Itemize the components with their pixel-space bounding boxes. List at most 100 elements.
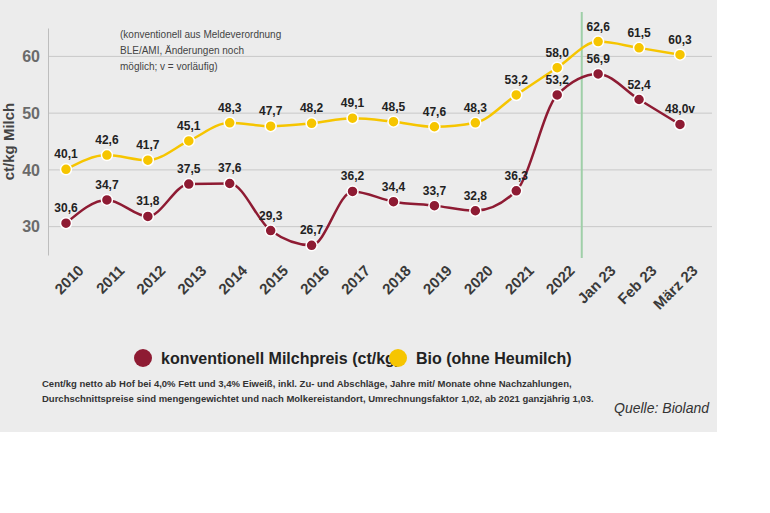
x-tick: 2015 <box>256 262 292 298</box>
data-label: 30,6 <box>54 201 78 215</box>
data-label: 48,3 <box>464 101 488 115</box>
grid-line <box>48 226 712 227</box>
data-label: 56,9 <box>586 52 610 66</box>
marker <box>183 179 194 190</box>
marker <box>470 205 481 216</box>
data-label: 36,2 <box>341 169 365 183</box>
marker <box>183 135 194 146</box>
marker <box>265 225 276 236</box>
grid-line <box>48 169 712 170</box>
legend-label: konventionell Milchpreis (ct/kg) <box>161 350 400 367</box>
data-label: 34,4 <box>382 180 406 194</box>
data-labels: 40,142,641,745,148,347,748,249,148,547,6… <box>54 20 692 162</box>
marker <box>61 164 72 175</box>
annotation-line: möglich; v = vorläufig) <box>120 61 218 72</box>
marker <box>142 211 153 222</box>
y-tick-label: 60 <box>22 48 40 65</box>
marker <box>61 218 72 229</box>
marker <box>552 62 563 73</box>
y-tick: 40 <box>22 161 48 178</box>
data-label: 58,0 <box>546 46 570 60</box>
marker <box>347 186 358 197</box>
marker <box>265 121 276 132</box>
y-tick-label: 30 <box>22 218 40 235</box>
data-label: 52,4 <box>627 78 651 92</box>
x-tick: 2022 <box>542 262 578 298</box>
y-tick: 50 <box>22 105 48 122</box>
data-label: 33,7 <box>423 184 447 198</box>
x-tick-label: 2018 <box>378 262 414 298</box>
x-tick-label: 2014 <box>215 261 251 297</box>
data-label: 47,7 <box>259 104 283 118</box>
x-tick: März 23 <box>650 262 701 313</box>
x-tick-label: März 23 <box>650 262 701 313</box>
grid-line <box>48 113 712 114</box>
data-label: 32,8 <box>464 189 488 203</box>
data-label: 62,6 <box>586 20 610 34</box>
annotation-line: BLE/AMI, Änderungen noch <box>120 45 244 56</box>
data-label: 37,5 <box>177 162 201 176</box>
marker <box>634 42 645 53</box>
data-label: 37,6 <box>218 161 242 175</box>
data-label: 53,2 <box>505 73 529 87</box>
marker <box>388 196 399 207</box>
x-tick: Jan 23 <box>574 262 619 307</box>
source: Quelle: Bioland <box>614 400 710 416</box>
marker <box>101 150 112 161</box>
data-label: 48,3 <box>218 101 242 115</box>
x-tick-label: 2020 <box>460 262 496 298</box>
x-tick: 2013 <box>174 262 210 298</box>
legend-swatch <box>134 349 152 367</box>
marker <box>511 89 522 100</box>
marker <box>593 68 604 79</box>
x-tick: 2012 <box>133 262 169 298</box>
data-label: 61,5 <box>627 26 651 40</box>
x-tick-label: 2019 <box>419 262 455 298</box>
chart: 30405060ct/kg Milch201020112012201320142… <box>0 0 770 513</box>
y-axis: 30 40 50 60 <box>22 29 48 256</box>
x-tick: 2011 <box>93 262 128 297</box>
x-tick: 2020 <box>460 262 496 298</box>
background <box>0 0 717 432</box>
marker <box>511 185 522 196</box>
y-tick-label: 40 <box>22 161 40 178</box>
marker <box>101 194 112 205</box>
legend-swatch <box>389 349 407 367</box>
series-line <box>66 74 680 245</box>
data-label: 45,1 <box>177 119 201 133</box>
data-label: 29,3 <box>259 209 283 223</box>
data-label: 42,6 <box>95 133 119 147</box>
x-tick-label: 2013 <box>174 262 210 298</box>
marker <box>470 117 481 128</box>
x-tick: 2021 <box>501 262 537 298</box>
plot-area <box>61 36 686 251</box>
y-axis-title: ct/kg Milch <box>0 103 17 181</box>
x-tick-label: 2010 <box>51 262 87 298</box>
data-label: 26,7 <box>300 223 324 237</box>
marker <box>224 117 235 128</box>
grid-line <box>48 56 712 57</box>
x-tick-label: 2015 <box>256 262 292 298</box>
x-tick: 2014 <box>215 261 251 297</box>
x-tick: 2018 <box>378 262 414 298</box>
data-label: 34,7 <box>95 178 119 192</box>
marker <box>306 240 317 251</box>
y-axis-line <box>48 29 49 256</box>
data-label: 48,2 <box>300 101 324 115</box>
annotation: (konventionell aus Meldeverordnung BLE/AM… <box>120 29 281 72</box>
legend: konventionell Milchpreis (ct/kg) Bio (ohn… <box>134 349 572 367</box>
data-label: 48,5 <box>382 100 406 114</box>
data-label: 48,0v <box>665 102 695 116</box>
x-tick-label: Jan 23 <box>574 262 619 307</box>
marker <box>675 49 686 60</box>
footnote: Durchschnittspreise sind mengengewichtet… <box>42 393 594 404</box>
marker <box>347 113 358 124</box>
legend-label: Bio (ohne Heumilch) <box>416 350 572 367</box>
annotation-line: (konventionell aus Meldeverordnung <box>120 29 281 40</box>
data-label: 47,6 <box>423 105 447 119</box>
x-tick: 2017 <box>338 262 374 298</box>
marker <box>388 116 399 127</box>
data-label: 60,3 <box>668 33 692 47</box>
x-tick: 2019 <box>419 262 455 298</box>
y-tick: 30 <box>22 218 48 235</box>
